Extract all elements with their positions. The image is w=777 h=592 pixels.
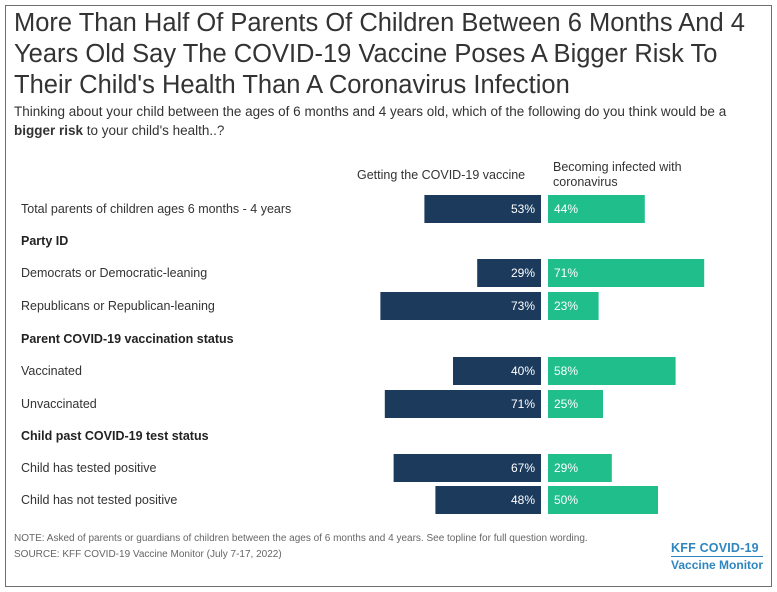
bar-infected (548, 357, 676, 385)
subtitle-emphasis: bigger risk (14, 123, 84, 138)
value-label-vaccine: 73% (511, 299, 535, 313)
value-label-vaccine: 67% (511, 461, 535, 475)
logo-line-1: KFF COVID-19 (671, 541, 759, 555)
bar-infected (548, 259, 705, 287)
legend-vaccine: Getting the COVID-19 vaccine (357, 168, 526, 182)
value-label-vaccine: 53% (511, 202, 535, 216)
group-label: Parent COVID-19 vaccination status (21, 332, 234, 346)
value-label-infected: 71% (554, 266, 578, 280)
bar-infected (548, 486, 658, 514)
bar-vaccine (424, 195, 541, 223)
bar-vaccine (393, 454, 541, 482)
source-text: SOURCE: KFF COVID-19 Vaccine Monitor (Ju… (14, 549, 282, 560)
value-label-infected: 29% (554, 461, 578, 475)
value-label-vaccine: 40% (511, 364, 535, 378)
value-label-infected: 25% (554, 397, 578, 411)
bar-infected (548, 390, 603, 418)
value-label-infected: 50% (554, 493, 578, 507)
row-label: Republicans or Republican-leaning (21, 299, 215, 313)
kff-logo: KFF COVID-19 Vaccine Monitor (671, 541, 764, 573)
legend-infected: Becoming infected with coronavirus (553, 160, 682, 189)
bar-vaccine (380, 292, 541, 320)
value-label-vaccine: 29% (511, 266, 535, 280)
bar-infected (548, 454, 612, 482)
subtitle-text: Thinking about your child between the ag… (14, 104, 727, 119)
row-label: Vaccinated (21, 364, 82, 378)
bar-vaccine (453, 357, 541, 385)
group-label: Child past COVID-19 test status (21, 429, 209, 443)
value-label-infected: 44% (554, 202, 578, 216)
value-label-infected: 23% (554, 299, 578, 313)
chart-frame (5, 5, 772, 587)
bar-vaccine (435, 486, 541, 514)
row-label: Child has not tested positive (21, 493, 177, 507)
bar-infected (548, 292, 599, 320)
value-label-vaccine: 48% (511, 493, 535, 507)
bar-vaccine (384, 390, 541, 418)
group-label: Party ID (21, 234, 68, 248)
logo-line-2: Vaccine Monitor (671, 556, 764, 572)
chart-notes: NOTE: Asked of parents or guardians of c… (14, 532, 654, 561)
chart-subtitle: Thinking about your child between the ag… (14, 102, 759, 140)
row-label: Child has tested positive (21, 461, 157, 475)
note-text: NOTE: Asked of parents or guardians of c… (14, 533, 588, 544)
bar-infected (548, 195, 645, 223)
bar-vaccine (477, 259, 541, 287)
row-label: Democrats or Democratic-leaning (21, 266, 207, 280)
value-label-vaccine: 71% (511, 397, 535, 411)
chart-title: More Than Half Of Parents Of Children Be… (14, 9, 745, 99)
row-label: Unvaccinated (21, 397, 97, 411)
subtitle-text-end: to your child's health..? (83, 123, 225, 138)
row-label: Total parents of children ages 6 months … (21, 202, 291, 216)
value-label-infected: 58% (554, 364, 578, 378)
